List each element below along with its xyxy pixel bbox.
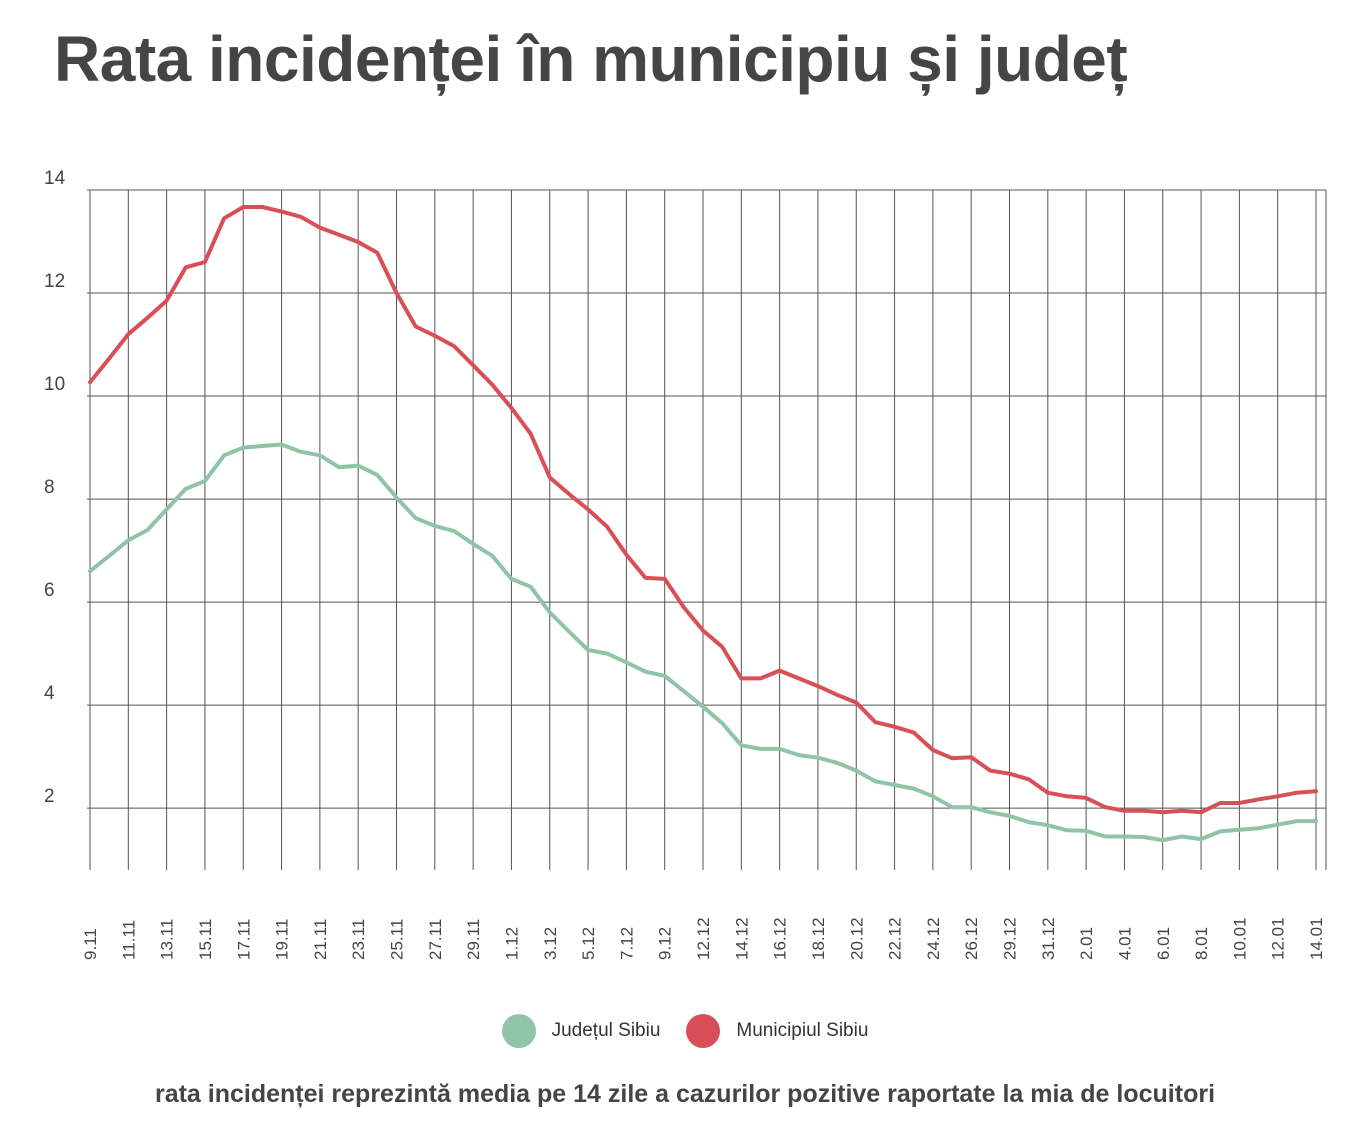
legend-label: Municipiul Sibiu — [736, 1020, 869, 1041]
series-lines — [88, 205, 1318, 843]
x-tick-label: 13.11 — [158, 919, 177, 960]
x-tick-label: 22.12 — [886, 917, 905, 960]
x-tick-label: 26.12 — [962, 917, 981, 960]
y-tick-label: 8 — [44, 477, 55, 498]
x-tick-label: 14.01 — [1307, 917, 1326, 960]
legend-item: Municipiul Sibiu — [686, 1014, 868, 1048]
legend-item: Județul Sibiu — [501, 1014, 661, 1048]
x-tick-label: 18.12 — [809, 917, 828, 960]
x-tick-label: 9.11 — [81, 928, 100, 960]
x-tick-label: 1.12 — [502, 927, 521, 960]
x-tick-label: 4.01 — [1115, 927, 1134, 960]
y-tick-label: 6 — [44, 580, 55, 601]
y-tick-label: 2 — [44, 786, 55, 807]
legend-swatch — [686, 1014, 721, 1048]
y-axis-ticks: 2 4 6 8 10 12 14 — [44, 168, 66, 807]
x-tick-label: 29.11 — [464, 919, 483, 960]
x-tick-label: 23.11 — [349, 919, 368, 960]
x-tick-label: 25.11 — [388, 919, 407, 960]
x-tick-label: 29.12 — [1001, 917, 1020, 960]
y-tick-label: 14 — [44, 168, 66, 189]
x-tick-label: 14.12 — [732, 917, 751, 960]
x-tick-label: 7.12 — [617, 927, 636, 960]
x-tick-label: 6.01 — [1154, 927, 1173, 960]
x-tick-label: 27.11 — [426, 919, 445, 960]
x-tick-label: 2.01 — [1077, 927, 1096, 960]
grid — [87, 189, 1327, 870]
x-tick-label: 19.11 — [273, 919, 292, 960]
chart-footnote: rata incidenței reprezintă media pe 14 z… — [154, 1080, 1216, 1108]
x-tick-label: 17.11 — [234, 919, 253, 960]
x-tick-label: 15.11 — [196, 919, 215, 960]
x-tick-label: 20.12 — [847, 917, 866, 960]
x-tick-label: 8.01 — [1192, 927, 1211, 960]
x-tick-label: 31.12 — [1039, 917, 1058, 960]
legend-swatch — [501, 1014, 536, 1048]
legend-label: Județul Sibiu — [551, 1020, 661, 1041]
chart-title: Rata incidenței în municipiu și județ — [54, 23, 1128, 95]
x-tick-label: 16.12 — [771, 917, 790, 960]
series-line-municipiul-sibiu — [88, 205, 1318, 815]
x-tick-label: 3.12 — [541, 927, 560, 960]
x-tick-label: 5.12 — [579, 927, 598, 960]
x-tick-label: 12.12 — [694, 917, 713, 960]
y-tick-label: 4 — [44, 683, 55, 704]
x-tick-label: 11.11 — [119, 920, 138, 960]
x-tick-label: 10.01 — [1230, 917, 1249, 960]
y-tick-label: 10 — [44, 374, 65, 395]
x-axis-ticks: 9.11 11.11 13.11 15.11 17.11 19.11 21.11 23.11 2… — [81, 917, 1326, 960]
legend: Județul Sibiu Municipiul Sibiu — [0, 1014, 1370, 1048]
y-tick-label: 12 — [44, 271, 65, 292]
line-chart: 2 4 6 8 10 12 14 9.11 11.11 13.11 15.11 17.11 19.11… — [44, 168, 1327, 960]
x-tick-label: 12.01 — [1269, 917, 1288, 960]
x-tick-label: 24.12 — [924, 917, 943, 960]
x-tick-label: 21.11 — [311, 919, 330, 960]
x-tick-label: 9.12 — [656, 927, 675, 960]
series-line-jude-ul-sibiu — [88, 442, 1318, 843]
